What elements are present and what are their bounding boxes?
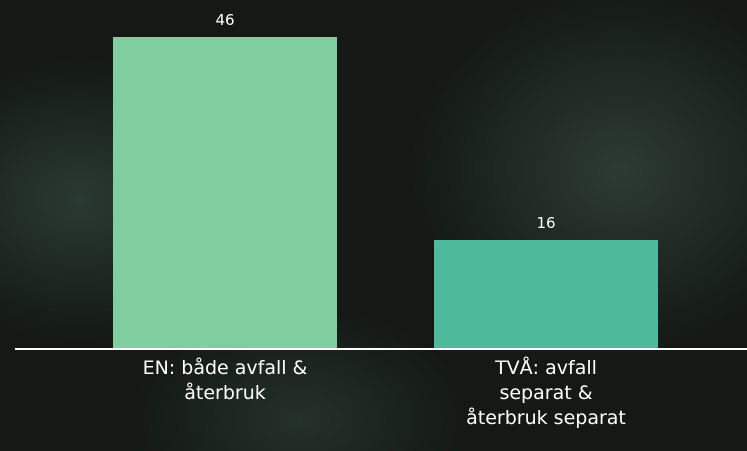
value-label: 16 (486, 214, 606, 232)
value-label: 46 (165, 11, 285, 29)
category-label: TVÅ: avfall separat & återbruk separat (416, 356, 676, 431)
bar (434, 240, 658, 348)
bar (113, 37, 337, 348)
chart: 46 EN: både avfall & återbruk 16 TVÅ: avfal… (0, 0, 747, 451)
category-label: EN: både avfall & återbruk (95, 356, 355, 406)
baseline (15, 348, 747, 350)
